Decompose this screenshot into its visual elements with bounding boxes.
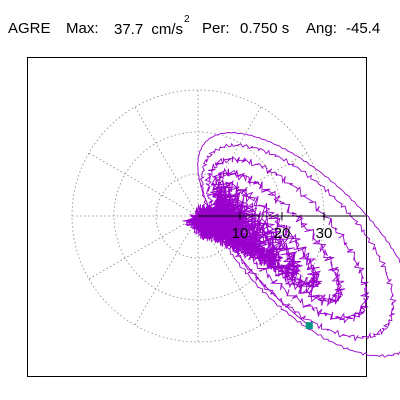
max-unit-exponent: 2 [184, 14, 190, 25]
polar-spoke-120 [134, 106, 199, 217]
radial-tick-label-30: 30 [316, 225, 333, 242]
max-unit: cm/s [151, 21, 184, 38]
max-label: Max: [66, 20, 99, 37]
angle-value: -45.4 [346, 20, 381, 37]
polar-spoke-240 [134, 215, 199, 326]
particle-motion-trace [182, 131, 400, 358]
radial-tick-label-20: 20 [274, 225, 291, 242]
max-value: 37.7 [114, 21, 144, 38]
max-value-group: 37.7 cm/s2 [114, 14, 190, 38]
period-value: 0.750 s [240, 20, 290, 37]
motion-trace-layer [182, 131, 400, 358]
chart-title: AGRE Max: 37.7 cm/s2 Per: 0.750 s Ang: -… [0, 14, 400, 40]
radial-tick-label-10: 10 [232, 225, 249, 242]
station-code: AGRE [8, 20, 51, 37]
marker-layer [305, 322, 313, 330]
period-label: Per: [202, 20, 230, 37]
radial-axis: 10 20 30 [198, 212, 366, 242]
peak-marker [305, 322, 313, 330]
plot-frame [27, 57, 367, 377]
polar-spoke-210 [88, 215, 199, 280]
angle-label: Ang: [306, 20, 337, 37]
polar-spoke-150 [88, 152, 199, 217]
